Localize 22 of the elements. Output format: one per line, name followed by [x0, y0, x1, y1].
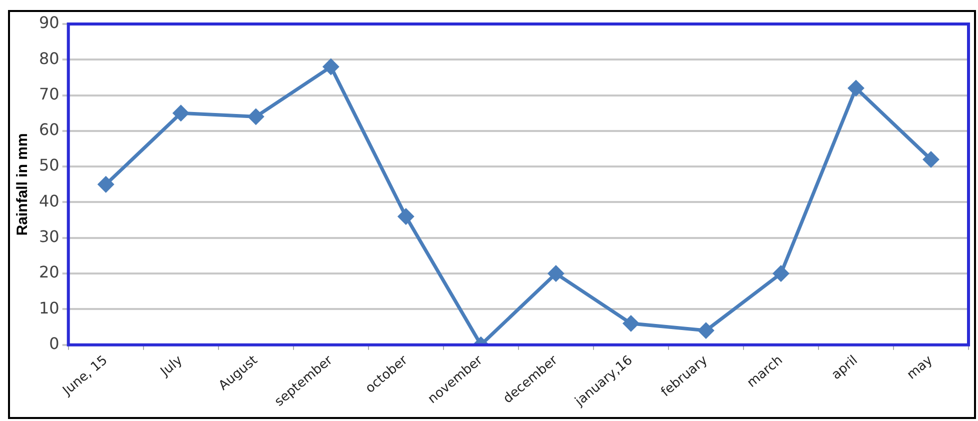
point — [248, 108, 264, 124]
y-tick-label: 10 — [39, 298, 60, 318]
point — [848, 80, 864, 96]
y-tick-label: 40 — [39, 191, 60, 210]
y-axis-title: Rainfall in mm — [14, 133, 32, 236]
y-tick-label: 60 — [39, 120, 60, 140]
point — [698, 322, 714, 338]
point — [173, 105, 189, 121]
y-tick-label: 50 — [39, 156, 60, 175]
y-tick-label: 70 — [39, 84, 60, 104]
y-tick-label: 0 — [49, 334, 60, 353]
y-tick-label: 80 — [39, 48, 60, 68]
point — [923, 152, 939, 168]
point — [773, 266, 789, 282]
point — [623, 316, 639, 332]
point — [98, 176, 114, 192]
point — [548, 266, 564, 282]
y-tick-label: 20 — [39, 262, 60, 282]
y-tick-label: 90 — [39, 13, 60, 32]
point — [398, 208, 414, 224]
point — [323, 59, 339, 75]
y-tick-label: 30 — [39, 227, 60, 246]
